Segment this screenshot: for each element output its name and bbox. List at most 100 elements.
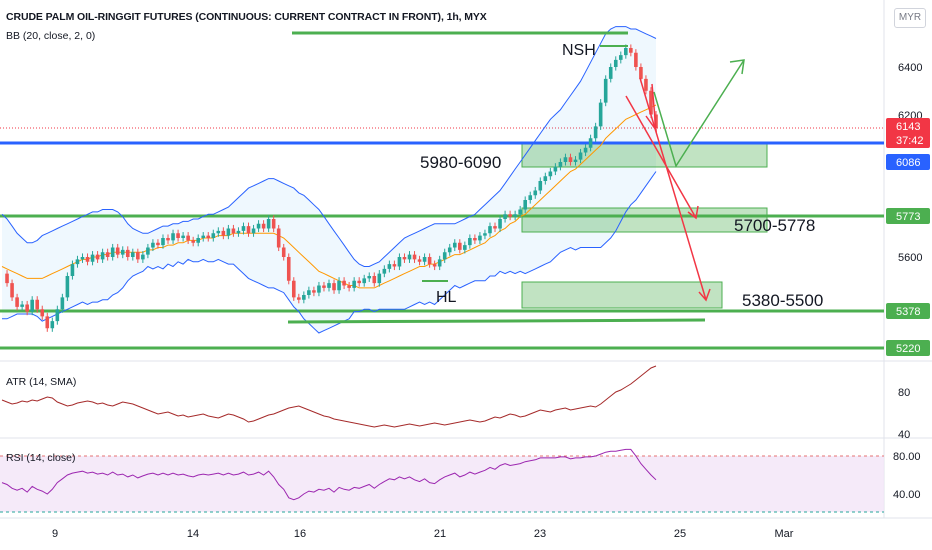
bb-upper-line xyxy=(1,26,657,267)
zone-label-1: 5980-6090 xyxy=(420,153,501,172)
candle-body xyxy=(593,126,598,139)
price-badge-6143 xyxy=(886,118,930,148)
candle-body xyxy=(141,254,145,260)
candle-body xyxy=(261,223,266,229)
candle-body xyxy=(216,230,221,234)
bullish-arrow-head xyxy=(729,59,745,75)
price-badge-text-5220: 5220 xyxy=(896,343,920,355)
hl-annotation: HL xyxy=(436,289,457,306)
candle-body xyxy=(5,273,9,284)
candle-body xyxy=(458,242,462,250)
candle-body xyxy=(468,238,472,246)
atr-tick-40: 40 xyxy=(898,429,910,441)
candle-body xyxy=(488,226,492,234)
candle-body xyxy=(402,257,407,260)
candle-body xyxy=(397,257,402,267)
candle-body xyxy=(407,254,412,260)
candle-body xyxy=(377,273,382,284)
candle-body xyxy=(276,228,281,248)
candle-body xyxy=(75,259,80,265)
date-tick-0: 9 xyxy=(52,528,58,540)
candle-body xyxy=(392,264,397,267)
candle-body xyxy=(226,228,231,236)
candle-body xyxy=(503,214,507,219)
date-tick-3: 21 xyxy=(434,528,446,540)
candle-body xyxy=(533,190,538,196)
candle-body xyxy=(271,219,276,229)
candle-body xyxy=(317,285,321,293)
candle-body xyxy=(100,252,105,260)
atr-line xyxy=(1,365,657,428)
price-badge-text-6086: 6086 xyxy=(896,157,920,169)
candle-body xyxy=(10,283,14,298)
candle-body xyxy=(171,233,175,241)
candle-body xyxy=(166,238,170,241)
candle-body xyxy=(156,242,160,246)
price-badge-text-5378: 5378 xyxy=(896,306,920,318)
candle-body xyxy=(548,171,553,177)
candle-body xyxy=(231,228,236,234)
candle-body xyxy=(417,259,422,262)
candle-body xyxy=(598,102,603,127)
date-tick-4: 23 xyxy=(534,528,546,540)
candle-body xyxy=(447,247,452,253)
candle-body xyxy=(603,78,608,103)
countdown-text: 37:42 xyxy=(896,135,924,147)
rsi-pane-label[interactable]: RSI (14, close) xyxy=(6,452,76,464)
candle-body xyxy=(538,181,543,191)
candle-body xyxy=(367,276,372,279)
candle-body xyxy=(629,48,633,53)
candle-body xyxy=(588,138,593,148)
candle-body xyxy=(65,276,70,298)
candle-body xyxy=(608,67,613,79)
candle-body xyxy=(246,226,251,234)
candle-body xyxy=(553,166,558,172)
candle-body xyxy=(206,235,211,238)
candle-body xyxy=(337,280,341,291)
candle-body xyxy=(85,257,90,262)
candle-body xyxy=(437,259,442,267)
atr-pane-label[interactable]: ATR (14, SMA) xyxy=(6,376,77,388)
bb-indicator-label[interactable]: BB (20, close, 2, 0) xyxy=(6,30,96,42)
candle-body xyxy=(427,257,432,265)
bottom-support-line xyxy=(287,318,706,324)
candle-body xyxy=(387,264,392,269)
candle-body xyxy=(125,249,130,257)
date-tick-6: Mar xyxy=(775,528,794,540)
price-badge-text-5773: 5773 xyxy=(896,211,920,223)
candle-body xyxy=(211,233,216,238)
candle-body xyxy=(45,316,50,329)
candle-body xyxy=(327,283,331,288)
candle-body xyxy=(508,214,512,217)
candle-body xyxy=(649,90,653,115)
price-badge-5773 xyxy=(886,208,930,224)
candle-body xyxy=(90,254,95,262)
candle-body xyxy=(528,195,533,200)
candle-body xyxy=(634,52,638,67)
rsi-band xyxy=(0,456,884,512)
candle-body xyxy=(60,297,65,310)
currency-button[interactable]: MYR xyxy=(894,8,926,28)
candle-body xyxy=(20,304,24,307)
candle-body xyxy=(105,252,110,257)
candle-body xyxy=(523,200,527,210)
candle-body xyxy=(40,309,45,317)
bb-lower-line xyxy=(2,171,657,334)
candle-body xyxy=(181,235,185,238)
date-tick-5: 25 xyxy=(674,528,686,540)
bearish-arrow-1 xyxy=(625,95,697,219)
candle-body xyxy=(136,252,140,260)
candle-body xyxy=(493,226,497,229)
rsi-tick-0: 80.00 xyxy=(893,451,921,463)
candle-body xyxy=(578,152,583,160)
candle-body xyxy=(412,254,417,260)
candle-body xyxy=(312,290,316,293)
bearish-arrow-3 xyxy=(645,83,657,133)
candle-body xyxy=(15,297,19,307)
candle-body xyxy=(473,238,477,241)
candle-body xyxy=(176,233,180,238)
candle-body xyxy=(35,299,40,310)
candle-body xyxy=(498,219,502,229)
price-badge-text-6143: 6143 xyxy=(896,121,920,133)
